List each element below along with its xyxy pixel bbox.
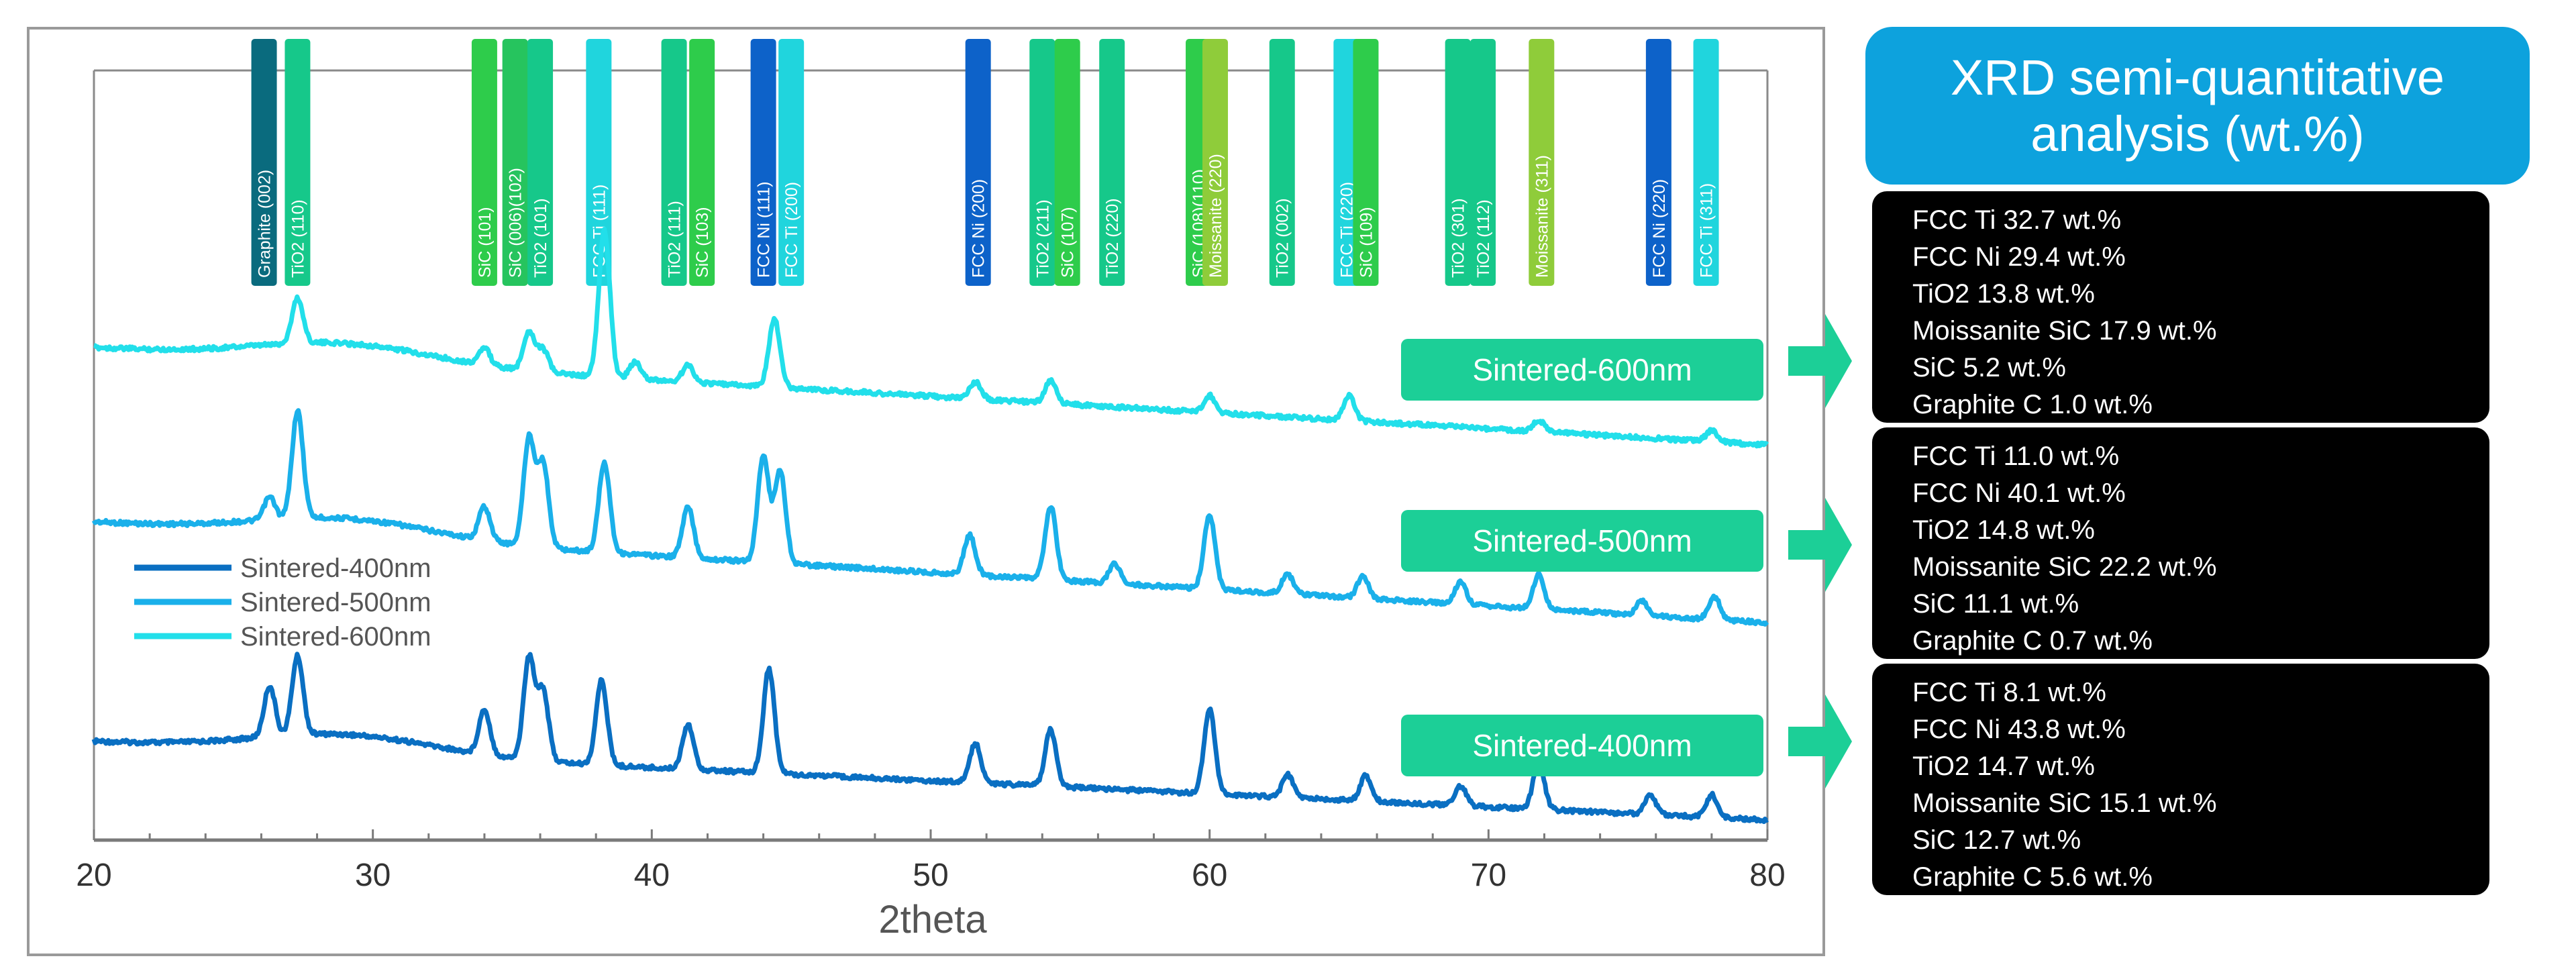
legend-label: Sintered-400nm — [240, 554, 431, 583]
summary-line: FCC Ni 43.8 wt.% — [1912, 715, 2126, 744]
reference-marker-label: FCC Ni (111) — [755, 181, 774, 278]
x-tick-label: 40 — [634, 858, 670, 893]
reference-marker-bar — [1645, 39, 1671, 286]
reference-marker-bar — [1470, 39, 1496, 286]
reference-marker-label: TiO2 (112) — [1474, 199, 1493, 278]
summary-line: FCC Ni 29.4 wt.% — [1912, 242, 2126, 272]
summary-line: Graphite C 1.0 wt.% — [1912, 390, 2153, 419]
summary-line: FCC Ni 40.1 wt.% — [1912, 478, 2126, 508]
reference-marker-bar — [1445, 39, 1471, 286]
x-tick-label: 80 — [1749, 858, 1785, 893]
reference-marker-label: SiC (103) — [693, 207, 712, 278]
summary-line: SiC 12.7 wt.% — [1912, 825, 2081, 855]
reference-marker-bar — [586, 39, 612, 286]
summary-line: TiO2 14.7 wt.% — [1912, 752, 2095, 781]
reference-marker-bar — [750, 39, 776, 286]
xrd-chart-frame — [27, 27, 1825, 956]
reference-marker-bar — [1054, 39, 1080, 286]
x-tick-label: 60 — [1192, 858, 1227, 893]
reference-marker-label: SiC (006)(102) — [507, 168, 525, 278]
reference-marker-bar — [1333, 39, 1359, 286]
x-tick-label: 70 — [1471, 858, 1506, 893]
summary-line: Moissanite SiC 17.9 wt.% — [1912, 316, 2217, 346]
reference-marker-bar — [778, 39, 805, 286]
reference-marker-bar — [1029, 39, 1055, 286]
summary-line: Moissanite SiC 22.2 wt.% — [1912, 552, 2217, 582]
reference-marker-bar — [285, 39, 311, 286]
reference-marker-label: TiO2 (111) — [666, 201, 684, 278]
summary-line: FCC Ti 8.1 wt.% — [1912, 678, 2106, 707]
reference-marker-label: TiO2 (301) — [1449, 198, 1468, 278]
reference-marker-label: TiO2 (110) — [289, 199, 307, 278]
x-tick-label: 30 — [355, 858, 391, 893]
reference-marker-label: SiC (101) — [476, 207, 495, 278]
reference-marker-bar — [1269, 39, 1295, 286]
reference-marker-bar — [1099, 39, 1125, 286]
reference-marker-label: Graphite (002) — [256, 170, 274, 278]
reference-marker-bar — [661, 39, 687, 286]
summary-line: SiC 5.2 wt.% — [1912, 353, 2066, 382]
reference-marker-bar — [1353, 39, 1379, 286]
arrow-icon — [1788, 694, 1852, 788]
reference-marker-bar — [1529, 39, 1555, 286]
pattern-line-sintered-600nm — [93, 227, 1769, 449]
reference-marker-label: FCC Ti (311) — [1698, 183, 1716, 278]
reference-marker-bar — [1693, 39, 1719, 286]
summary-box-400nm: FCC Ti 8.1 wt.% FCC Ni 43.8 wt.% TiO2 14… — [1872, 664, 2489, 895]
reference-marker-bar — [251, 39, 277, 286]
reference-marker-bar — [527, 39, 554, 286]
summary-title: XRD semi-quantitative analysis (wt.%) — [1865, 27, 2530, 185]
reference-marker-label: TiO2 (211) — [1033, 199, 1052, 278]
reference-marker-label: Moissanite (220) — [1206, 154, 1225, 278]
summary-box-500nm: FCC Ti 11.0 wt.% FCC Ni 40.1 wt.% TiO2 1… — [1872, 427, 2489, 659]
pattern-line-sintered-500nm — [91, 408, 1769, 627]
reference-marker-label: Moissanite (311) — [1533, 155, 1551, 278]
reference-marker-label: TiO2 (101) — [531, 198, 550, 278]
pattern-line-sintered-400nm — [91, 652, 1769, 825]
reference-marker-label: FCC Ni (200) — [970, 179, 988, 278]
curve-label-text: Sintered-600nm — [1472, 352, 1692, 387]
summary-line: SiC 11.1 wt.% — [1912, 589, 2079, 619]
arrow-icon — [1788, 314, 1852, 408]
summary-line: FCC Ti 11.0 wt.% — [1912, 442, 2120, 471]
reference-marker-label: FCC Ni (220) — [1650, 179, 1669, 278]
curve-label-box — [1401, 339, 1763, 401]
x-axis-title: 2theta — [878, 898, 987, 941]
reference-marker-bar — [471, 39, 497, 286]
reference-marker-label: TiO2 (002) — [1274, 198, 1292, 278]
reference-marker-label: FCC Ti (200) — [782, 182, 801, 278]
summary-line: Graphite C 5.6 wt.% — [1912, 862, 2153, 892]
reference-marker-label: SiC (107) — [1059, 207, 1078, 278]
reference-marker-bar — [965, 39, 991, 286]
summary-box-600nm: FCC Ti 32.7 wt.% FCC Ni 29.4 wt.% TiO2 1… — [1872, 191, 2489, 423]
summary-line: TiO2 14.8 wt.% — [1912, 515, 2095, 545]
summary-title-line-1: XRD semi-quantitative — [1950, 49, 2445, 105]
reference-marker-bar — [1202, 39, 1228, 286]
legend-label: Sintered-600nm — [240, 622, 431, 652]
reference-marker-bar — [502, 39, 528, 286]
curve-label-box — [1401, 510, 1763, 572]
summary-line: FCC Ti 32.7 wt.% — [1912, 205, 2122, 235]
summary-line: Moissanite SiC 15.1 wt.% — [1912, 788, 2217, 818]
curve-label-text: Sintered-500nm — [1472, 523, 1692, 558]
reference-marker-bar — [689, 39, 715, 286]
x-tick-label: 50 — [913, 858, 948, 893]
reference-marker-label: SiC (109) — [1357, 207, 1376, 278]
xrd-chart: 20 30 40 50 60 70 80 2theta Graphite (002) TiO2 (… — [76, 39, 1852, 941]
arrow-icon — [1788, 498, 1852, 592]
curve-label-box — [1401, 715, 1763, 776]
curve-label-text: Sintered-400nm — [1472, 728, 1692, 763]
reference-marker-label: TiO2 (220) — [1103, 198, 1122, 278]
summary-title-line-2: analysis (wt.%) — [2030, 105, 2365, 162]
summary-line: Graphite C 0.7 wt.% — [1912, 626, 2153, 656]
legend-label: Sintered-500nm — [240, 588, 431, 617]
x-tick-label: 20 — [76, 858, 111, 893]
summary-line: TiO2 13.8 wt.% — [1912, 279, 2095, 309]
